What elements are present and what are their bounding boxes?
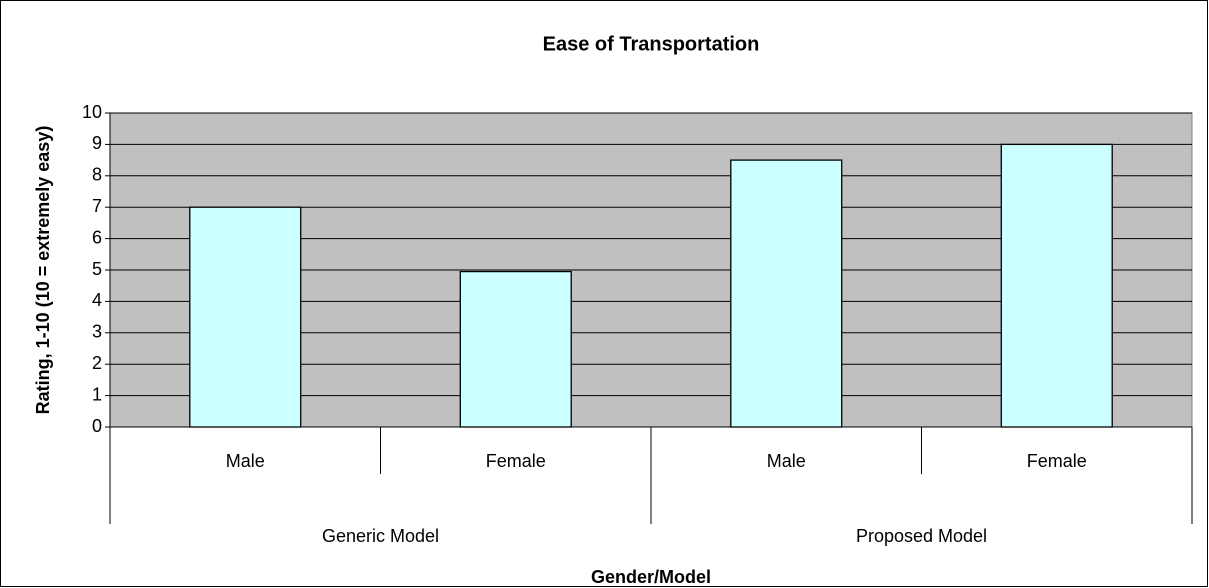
bar <box>730 159 843 428</box>
x-tick-label: Female <box>1027 451 1087 471</box>
x-tick-label: Female <box>486 451 546 471</box>
y-tick-label: 2 <box>92 353 102 373</box>
y-tick-label: 1 <box>92 384 102 404</box>
bar <box>1000 143 1113 428</box>
y-tick-label: 10 <box>82 102 102 122</box>
x-tick-label: Male <box>226 451 265 471</box>
bar <box>189 206 302 428</box>
y-tick-label: 0 <box>92 416 102 436</box>
y-tick-label: 8 <box>92 165 102 185</box>
y-tick-label: 7 <box>92 196 102 216</box>
y-tick-label: 6 <box>92 227 102 247</box>
chart-title: Ease of Transportation <box>543 33 760 55</box>
group-label: Proposed Model <box>856 526 987 546</box>
group-label: Generic Model <box>322 526 439 546</box>
y-tick-label: 3 <box>92 322 102 342</box>
x-tick-label: Male <box>767 451 806 471</box>
y-tick-label: 4 <box>92 290 102 310</box>
x-axis-title: Gender/Model <box>591 567 711 587</box>
y-tick-label: 5 <box>92 259 102 279</box>
bar <box>459 270 572 428</box>
y-axis-title: Rating, 1-10 (10 = extremely easy) <box>33 126 53 415</box>
y-tick-label: 9 <box>92 133 102 153</box>
